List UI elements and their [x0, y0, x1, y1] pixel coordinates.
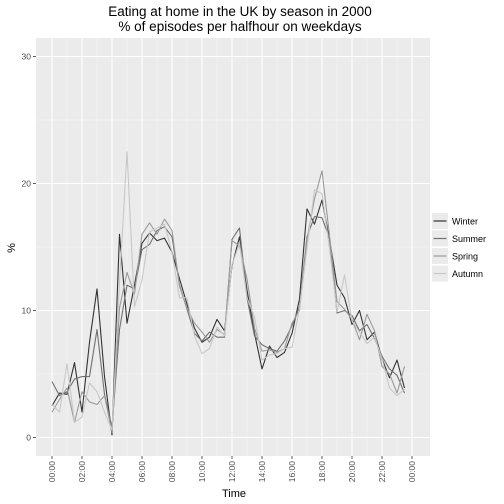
x-tick-label: 14:00 — [257, 461, 267, 483]
y-tick-label: 10 — [22, 306, 32, 316]
y-tick-label: 30 — [22, 52, 32, 62]
y-axis-title: % — [6, 243, 18, 253]
x-tick-label: 06:00 — [137, 461, 147, 483]
x-tick-label: 18:00 — [317, 461, 327, 483]
x-tick-label: 02:00 — [77, 461, 87, 483]
chart-subtitle: % of episodes per halfhour on weekdays — [118, 19, 361, 34]
series-line-autumn — [51, 151, 405, 431]
legend-label-summer: Summer — [452, 234, 486, 244]
x-tick-label: 04:00 — [107, 461, 117, 483]
x-tick-label: 10:00 — [197, 461, 207, 483]
chart-title: Eating at home in the UK by season in 20… — [108, 4, 371, 19]
x-tick-label: 20:00 — [347, 461, 357, 483]
x-tick-label: 00:00 — [47, 461, 57, 483]
x-axis: 00:00 02:00 04:00 06:00 08:00 10:00 12:00 14:00… — [47, 456, 417, 482]
x-axis-title: Time — [222, 488, 246, 500]
grid-minor — [36, 38, 430, 456]
x-tick-label: 22:00 — [377, 461, 387, 483]
legend-label-winter: Winter — [452, 217, 478, 227]
legend-label-spring: Spring — [452, 252, 478, 262]
y-tick-label: 0 — [26, 433, 31, 443]
legend-label-autumn: Autumn — [452, 269, 483, 279]
x-tick-label: 16:00 — [287, 461, 297, 483]
x-tick-label: 08:00 — [167, 461, 177, 483]
grid-major — [36, 38, 430, 456]
series-lines — [51, 151, 406, 436]
x-tick-label: 00:00 — [407, 461, 417, 483]
x-tick-label: 12:00 — [227, 461, 237, 483]
y-tick-label: 20 — [22, 179, 32, 189]
y-axis: 0 10 20 30 — [22, 52, 36, 443]
legend: Winter Summer Spring Autumn — [432, 213, 486, 282]
